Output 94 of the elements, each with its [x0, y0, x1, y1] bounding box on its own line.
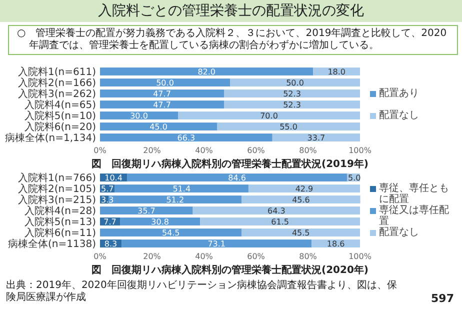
y-tick-label: 入院料4(n=28)	[24, 205, 96, 217]
data-label: 7.7	[104, 218, 116, 226]
data-label: 47.7	[153, 90, 171, 98]
data-label: 3.3	[101, 196, 114, 204]
data-label: 66.3	[177, 134, 196, 142]
y-tick-label: 入院料6(n=11)	[24, 227, 96, 239]
data-label: 70.0	[260, 112, 278, 120]
source-note: 出典：2019年、2020年回復期リハビリテーション病棟協会調査報告書より、図は、保険局医療課が作成	[6, 280, 398, 304]
bar	[100, 122, 217, 130]
bar	[127, 174, 347, 182]
bar	[100, 78, 230, 86]
y-tick-label: 入院料5(n=13)	[24, 216, 96, 228]
bar	[248, 184, 360, 192]
bar	[100, 228, 242, 236]
data-label: 45.0	[150, 122, 168, 132]
text: 入院料ごとの管理栄養士の配置状況の変化	[0, 0, 462, 22]
y-tick-label: 病棟全体(n=1,134)	[4, 132, 96, 144]
x-tick-label: 60%	[247, 252, 266, 261]
bar	[200, 218, 360, 226]
data-label: 51.4	[172, 184, 191, 194]
data-label: 8.3	[104, 240, 118, 248]
data-label: 50.0	[286, 78, 304, 88]
data-label: 42.9	[295, 184, 314, 194]
legend-label: 専従、専任ともに配置	[379, 182, 450, 204]
data-label: 47.7	[153, 100, 171, 110]
data-label: 45.5	[292, 228, 310, 238]
bar	[100, 90, 224, 98]
data-label: 30.8	[151, 218, 169, 226]
data-label: 33.7	[307, 134, 326, 142]
y-tick-label: 入院料2(n=105)	[18, 183, 96, 195]
bar	[242, 196, 360, 204]
data-label: 30.0	[130, 112, 148, 120]
y-tick-label: 病棟全体(n=1138)	[8, 238, 96, 250]
bar	[122, 240, 312, 248]
bar	[230, 78, 360, 86]
x-tick-label: 0%	[94, 146, 107, 155]
x-tick-label: 20%	[143, 252, 162, 261]
data-label: 45.6	[292, 196, 310, 204]
bar	[217, 122, 360, 130]
bar	[178, 112, 360, 120]
data-label: 10.4	[104, 174, 122, 182]
legend-label: 配置あり	[379, 88, 420, 98]
bar	[224, 90, 360, 98]
data-label: 35.7	[138, 206, 156, 216]
bar	[100, 100, 224, 108]
data-label: 82.0	[198, 68, 216, 76]
y-tick-label: 入院料4(n=65)	[24, 99, 96, 111]
data-label: 64.3	[268, 206, 286, 216]
data-label: 52.3	[283, 90, 301, 98]
x-tick-label: 20%	[143, 146, 162, 155]
x-tick-label: 80%	[299, 146, 318, 155]
x-tick-label: 60%	[247, 146, 266, 155]
data-label: 55.0	[280, 122, 298, 132]
y-tick-label: 入院料2(n=166)	[18, 77, 96, 89]
legend-label: 専従又は専任配置	[379, 204, 450, 226]
y-tick-label: 入院料1(n=611)	[18, 66, 96, 78]
bar	[100, 134, 272, 142]
data-label: 54.5	[162, 228, 180, 238]
y-tick-label: 入院料3(n=262)	[18, 88, 96, 100]
x-tick-label: 40%	[195, 252, 214, 261]
text: 図 回復期リハ病棟入院料別の管理栄養士配置状況(2020年)	[92, 264, 368, 276]
text: 597	[431, 292, 454, 305]
bar	[100, 68, 314, 76]
x-tick-label: 40%	[195, 146, 214, 155]
bar	[224, 100, 360, 108]
bar	[272, 134, 360, 142]
legend-label: 配置なし	[379, 110, 420, 120]
y-tick-label: 入院料3(n=215)	[18, 194, 96, 206]
data-label: 73.1	[208, 240, 226, 248]
bar	[242, 228, 360, 236]
bar	[100, 112, 178, 120]
data-label: 5.0	[348, 174, 361, 182]
data-label: 61.5	[271, 218, 289, 226]
bar	[114, 184, 248, 192]
data-label: 50.0	[156, 78, 174, 88]
bar	[100, 206, 193, 214]
text: 図 回復期リハ病棟入院料別の管理栄養士配置状況(2019年)	[92, 158, 368, 170]
y-tick-label: 入院料6(n=20)	[24, 121, 96, 133]
y-tick-label: 入院料5(n=10)	[24, 110, 96, 122]
data-label: 52.3	[283, 100, 301, 110]
x-tick-label: 100%	[348, 146, 372, 155]
data-label: 18.6	[326, 240, 345, 248]
x-tick-label: 100%	[348, 252, 372, 261]
x-tick-label: 80%	[299, 252, 318, 261]
data-label: 84.6	[228, 174, 246, 182]
data-label: 18.0	[328, 68, 346, 76]
y-tick-label: 入院料1(n=766)	[18, 172, 96, 184]
data-label: 5.7	[101, 184, 114, 194]
bar	[120, 218, 200, 226]
x-tick-label: 0%	[94, 252, 107, 261]
data-label: 51.2	[166, 196, 184, 204]
text: ○ 管理栄養士の配置が努力義務である入院料２、３において、2019年調査と比較して、2020年調査では、管理栄養士を配置している病棟の割合がわずかに増加している。	[8, 25, 458, 55]
bar	[192, 206, 360, 214]
legend-label: 配置なし	[379, 226, 420, 238]
